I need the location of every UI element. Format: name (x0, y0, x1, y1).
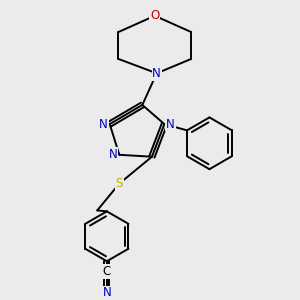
Text: C: C (103, 265, 111, 278)
Text: S: S (116, 177, 123, 190)
Text: N: N (152, 67, 161, 80)
Text: N: N (109, 148, 117, 161)
Text: O: O (150, 9, 159, 22)
Text: N: N (103, 286, 111, 299)
Text: N: N (99, 118, 108, 130)
Text: N: N (166, 118, 175, 130)
